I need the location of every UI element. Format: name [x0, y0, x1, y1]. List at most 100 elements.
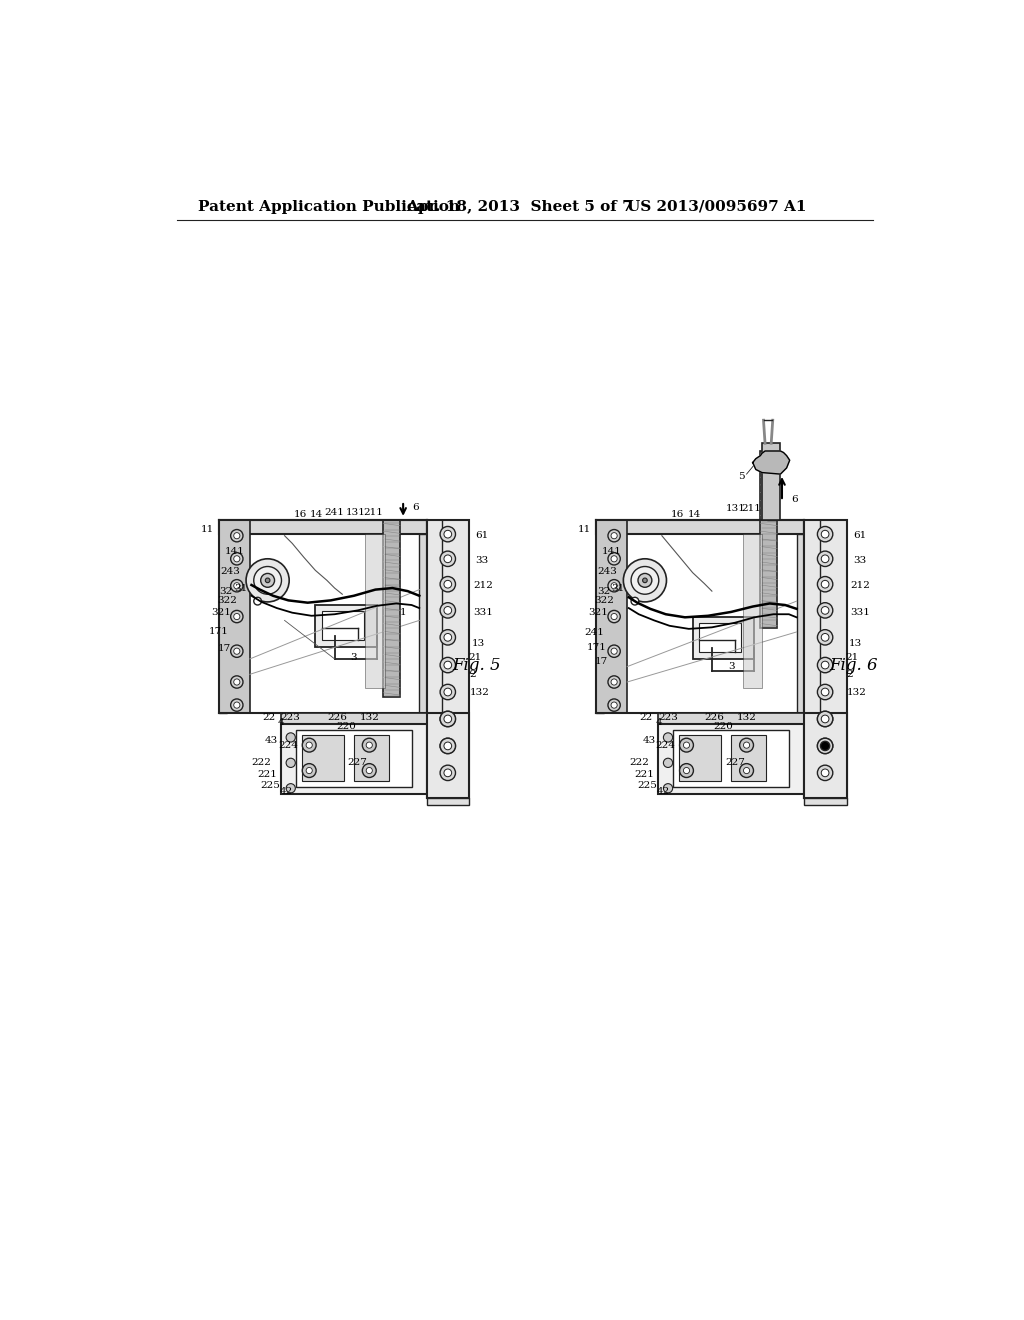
- Circle shape: [444, 581, 452, 589]
- Circle shape: [254, 566, 282, 594]
- Text: 61: 61: [475, 531, 488, 540]
- Bar: [281, 713, 427, 725]
- Bar: [762, 444, 780, 520]
- Bar: [296, 730, 412, 788]
- Circle shape: [367, 742, 373, 748]
- Text: 33: 33: [475, 556, 488, 565]
- Bar: [322, 611, 364, 640]
- Bar: [731, 735, 766, 781]
- Text: 5: 5: [738, 473, 745, 480]
- Text: 6: 6: [412, 503, 419, 512]
- Text: 43: 43: [642, 737, 655, 744]
- Circle shape: [233, 556, 240, 562]
- Circle shape: [683, 767, 689, 774]
- Circle shape: [624, 558, 667, 602]
- Text: 322: 322: [217, 595, 237, 605]
- Circle shape: [440, 657, 456, 673]
- Bar: [301, 735, 344, 781]
- Circle shape: [743, 767, 750, 774]
- Circle shape: [230, 579, 243, 591]
- Text: 6: 6: [792, 495, 798, 504]
- Text: 32: 32: [597, 587, 610, 597]
- Circle shape: [821, 531, 829, 539]
- Circle shape: [440, 577, 456, 591]
- Circle shape: [820, 742, 829, 751]
- Circle shape: [286, 733, 295, 742]
- Circle shape: [821, 554, 829, 562]
- Circle shape: [821, 661, 829, 669]
- Text: 32: 32: [220, 587, 233, 597]
- Circle shape: [631, 597, 639, 605]
- Circle shape: [821, 742, 829, 750]
- Bar: [219, 535, 226, 713]
- Text: 211: 211: [364, 508, 383, 517]
- Circle shape: [611, 702, 617, 709]
- Circle shape: [608, 645, 621, 657]
- Circle shape: [265, 578, 270, 582]
- Circle shape: [608, 529, 621, 543]
- Circle shape: [306, 742, 312, 748]
- Bar: [692, 616, 755, 659]
- Circle shape: [664, 758, 673, 767]
- Bar: [219, 520, 250, 713]
- Text: 223: 223: [658, 713, 678, 722]
- Bar: [767, 451, 776, 520]
- Text: 2: 2: [469, 669, 476, 678]
- Circle shape: [444, 742, 452, 750]
- Bar: [797, 535, 804, 713]
- Text: 131: 131: [345, 508, 366, 517]
- Text: 17: 17: [595, 657, 608, 667]
- Circle shape: [444, 770, 452, 776]
- Bar: [761, 451, 777, 628]
- Bar: [804, 713, 847, 797]
- Text: 13: 13: [849, 639, 862, 648]
- Text: 132: 132: [736, 713, 757, 722]
- Circle shape: [817, 684, 833, 700]
- Circle shape: [821, 581, 829, 589]
- Text: 222: 222: [252, 758, 271, 767]
- Circle shape: [286, 758, 295, 767]
- Circle shape: [611, 532, 617, 539]
- Text: 31: 31: [611, 583, 625, 593]
- Bar: [698, 623, 741, 652]
- Circle shape: [821, 634, 829, 642]
- Circle shape: [444, 715, 452, 723]
- Text: 16: 16: [671, 511, 684, 519]
- Text: 4: 4: [279, 718, 285, 726]
- Text: 4: 4: [655, 718, 663, 726]
- Bar: [742, 535, 762, 688]
- Circle shape: [817, 657, 833, 673]
- Circle shape: [230, 610, 243, 623]
- Circle shape: [743, 742, 750, 748]
- Bar: [366, 535, 385, 688]
- Circle shape: [817, 711, 833, 726]
- Bar: [658, 713, 804, 725]
- Circle shape: [444, 531, 452, 539]
- Text: 243: 243: [597, 568, 617, 577]
- Circle shape: [261, 573, 274, 587]
- Circle shape: [817, 577, 833, 591]
- Bar: [674, 730, 788, 788]
- Text: 212: 212: [473, 581, 494, 590]
- Circle shape: [440, 603, 456, 618]
- Text: 226: 226: [705, 713, 724, 722]
- Circle shape: [440, 711, 456, 726]
- Circle shape: [440, 738, 456, 754]
- Circle shape: [444, 607, 452, 614]
- Text: 224: 224: [279, 741, 298, 750]
- Text: 132: 132: [359, 713, 379, 722]
- Circle shape: [631, 566, 658, 594]
- Text: 21: 21: [468, 653, 481, 661]
- Circle shape: [440, 527, 456, 543]
- Circle shape: [233, 582, 240, 589]
- Text: US 2013/0095697 A1: US 2013/0095697 A1: [628, 199, 807, 214]
- Text: 221: 221: [257, 770, 276, 779]
- Circle shape: [233, 614, 240, 619]
- Text: 171: 171: [209, 627, 229, 636]
- Circle shape: [362, 738, 376, 752]
- Circle shape: [230, 645, 243, 657]
- Text: 225: 225: [637, 781, 657, 791]
- Circle shape: [306, 767, 312, 774]
- Bar: [427, 713, 469, 797]
- Text: 321: 321: [588, 609, 608, 618]
